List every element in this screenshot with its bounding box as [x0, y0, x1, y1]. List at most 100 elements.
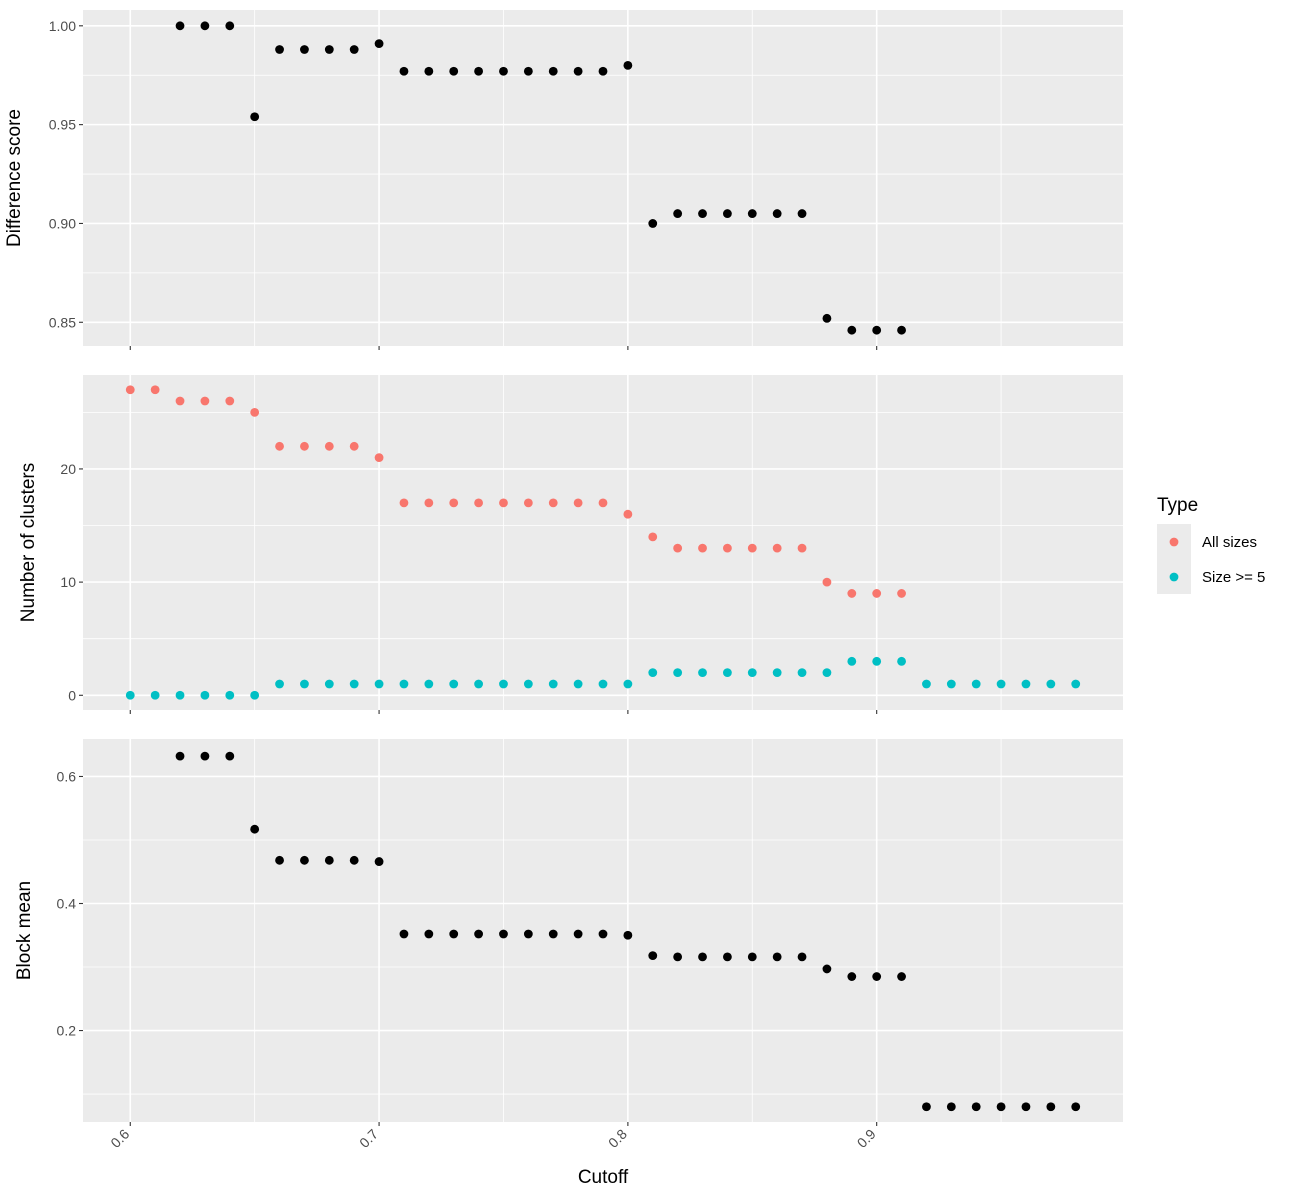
data-point [225, 690, 235, 700]
data-point [548, 929, 558, 939]
legend-key [1169, 537, 1179, 547]
data-point [548, 66, 558, 76]
data-point [897, 656, 906, 666]
data-point [623, 509, 633, 519]
y-axis-title-block-mean: Block mean [14, 881, 35, 980]
data-point [1046, 1102, 1056, 1112]
data-point [723, 209, 732, 218]
data-point [1071, 679, 1081, 689]
y-tick-label: 0 [68, 687, 76, 703]
data-point [723, 952, 732, 962]
data-point [175, 396, 185, 406]
data-point [971, 1102, 981, 1112]
data-point [175, 21, 185, 31]
data-point [399, 66, 409, 76]
data-point [275, 45, 284, 54]
data-point [648, 532, 658, 542]
legend: Type All sizes Size >= 5 [1157, 495, 1265, 594]
data-point [449, 679, 459, 689]
data-point [424, 498, 434, 508]
data-point [598, 929, 608, 939]
data-point [872, 972, 882, 981]
data-point [673, 668, 683, 678]
legend-title: Type [1157, 495, 1198, 516]
data-point [275, 679, 284, 689]
data-point [349, 45, 359, 54]
data-point [275, 441, 284, 451]
data-point [847, 972, 857, 981]
data-point [374, 679, 384, 689]
data-point [499, 66, 508, 76]
data-point [573, 679, 583, 689]
data-point [374, 39, 384, 48]
y-tick-label: 20 [60, 461, 76, 477]
data-point [399, 498, 409, 508]
data-point [797, 543, 807, 553]
panel-difference-score: 0.85 0.90 0.95 1.00 Difference score [4, 10, 1123, 350]
data-point [474, 498, 483, 508]
data-point [822, 577, 832, 587]
data-point [822, 668, 832, 678]
data-point [897, 589, 906, 598]
data-point [623, 60, 633, 70]
data-point [125, 690, 135, 700]
data-point [548, 679, 558, 689]
x-axis-title: Cutoff [578, 1167, 629, 1188]
data-point [499, 929, 508, 939]
data-point [449, 66, 459, 76]
data-point [200, 396, 210, 406]
data-point [449, 498, 459, 508]
data-point [772, 209, 782, 218]
panel-number-of-clusters: 0 10 20 Number of clusters [18, 375, 1123, 714]
data-point [250, 112, 260, 122]
panels-group: 0.85 0.90 0.95 1.00 Difference score 0 10 20 Num… [4, 10, 1123, 1151]
data-point [573, 66, 583, 76]
data-point [847, 325, 857, 335]
data-point [250, 690, 260, 700]
data-point [1071, 1102, 1081, 1112]
data-point [499, 679, 508, 689]
data-point [523, 66, 533, 76]
data-point [523, 929, 533, 939]
data-point [523, 498, 533, 508]
data-point [349, 441, 359, 451]
data-point [623, 679, 633, 689]
data-point [200, 751, 210, 761]
data-point [1021, 1102, 1031, 1112]
data-point [698, 209, 707, 218]
data-point [200, 21, 210, 31]
data-point [474, 679, 483, 689]
y-tick-label: 0.6 [57, 768, 77, 784]
data-point [150, 385, 160, 395]
legend-label: All sizes [1202, 534, 1257, 551]
data-point [374, 453, 384, 463]
data-point [946, 1102, 956, 1112]
data-point [474, 66, 483, 76]
y-tick-label: 0.90 [49, 215, 76, 231]
data-point [747, 209, 757, 218]
y-axis-title-number-of-clusters: Number of clusters [18, 463, 39, 622]
data-point [648, 951, 658, 960]
data-point [275, 855, 284, 865]
data-point [648, 219, 658, 228]
data-point [1046, 679, 1056, 689]
panel-background [83, 375, 1123, 710]
data-point [324, 45, 334, 54]
data-point [374, 857, 384, 866]
data-point [300, 45, 309, 54]
data-point [598, 66, 608, 76]
data-point [523, 679, 533, 689]
data-point [349, 679, 359, 689]
data-point [598, 679, 608, 689]
data-point [673, 209, 683, 218]
y-tick-label: 1.00 [49, 18, 76, 34]
data-point [175, 751, 185, 761]
legend-key [1169, 572, 1179, 582]
data-point [150, 690, 160, 700]
data-point [673, 952, 683, 962]
data-point [996, 1102, 1006, 1112]
data-point [499, 498, 508, 508]
data-point [424, 66, 434, 76]
data-point [822, 964, 832, 974]
data-point [723, 543, 732, 553]
